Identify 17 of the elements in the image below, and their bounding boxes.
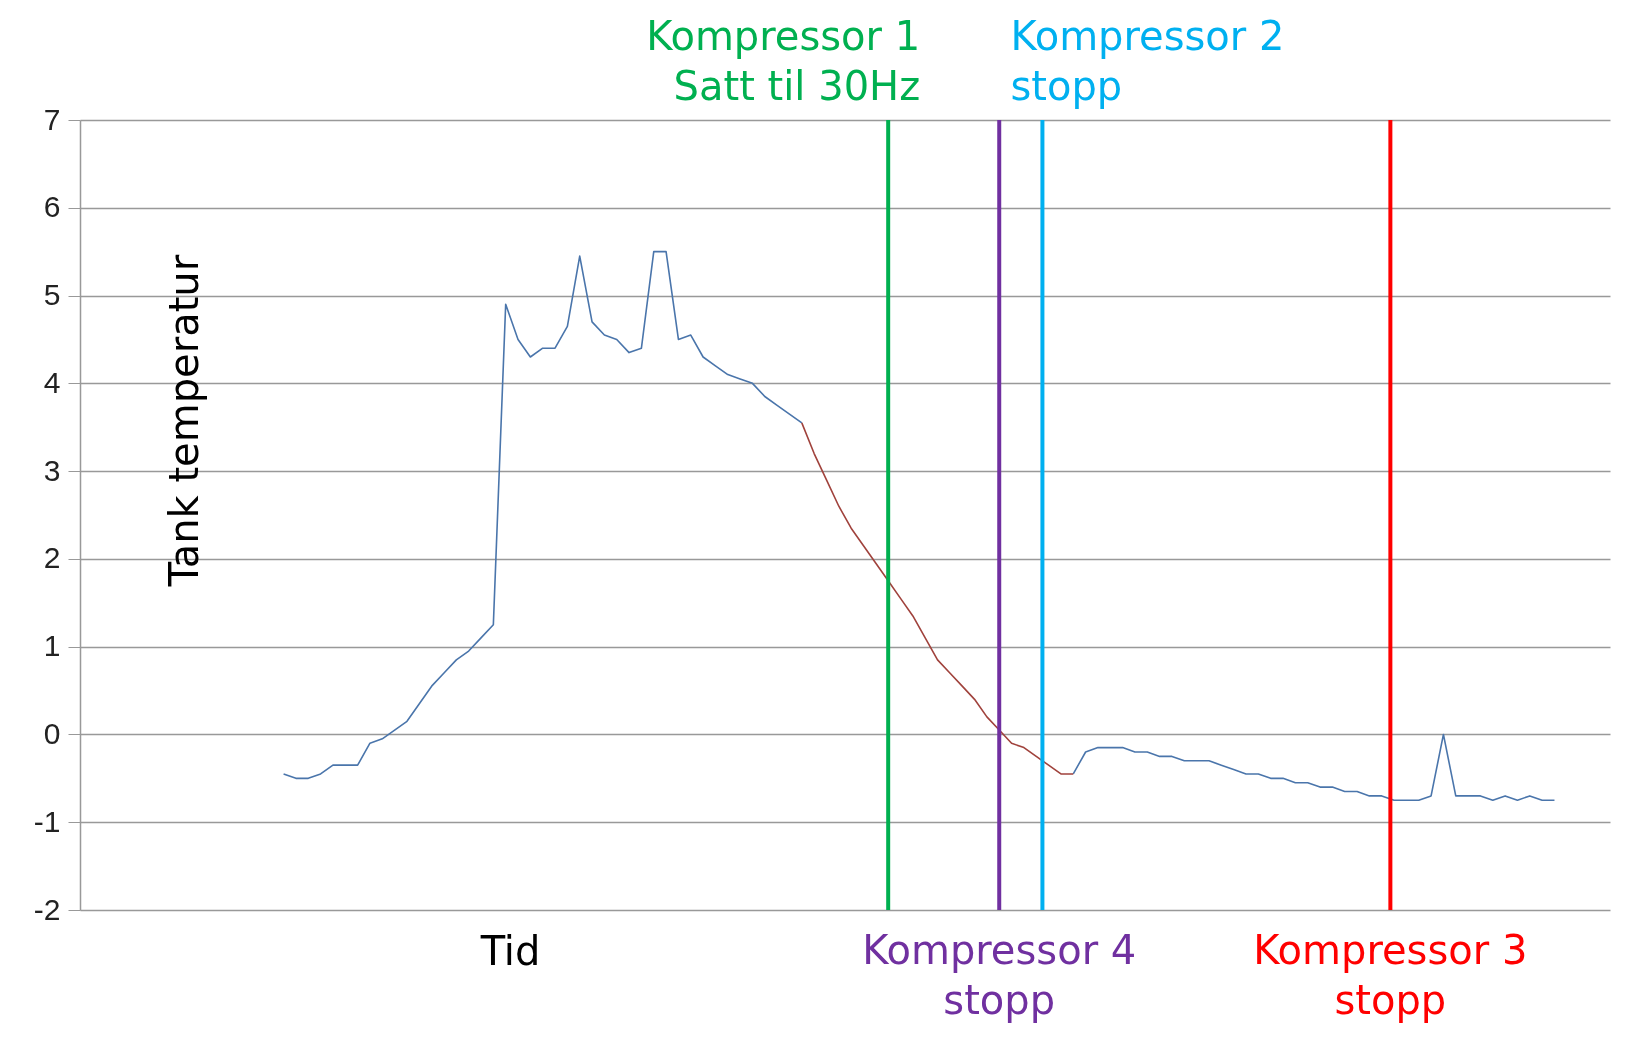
x-axis-title: Tid [479, 927, 541, 974]
y-tick-label: 2 [43, 541, 61, 575]
text: Kompressor 3 stopp [1253, 927, 1528, 1023]
y-tick-label: 5 [43, 278, 61, 312]
y-tick-label: 0 [43, 716, 61, 750]
text: Kompressor 2 stopp [1010, 13, 1285, 109]
y-tick-label: 7 [43, 102, 61, 136]
y-axis-title: Tank temperatur [160, 254, 207, 588]
text: Kompressor 4 stopp [862, 927, 1137, 1023]
y-tick-label: -2 [33, 892, 61, 926]
y-tick-label: 3 [43, 453, 61, 487]
y-tick-label: 1 [43, 629, 61, 663]
y-tick-label: 4 [43, 365, 61, 399]
y-tick-label: -1 [33, 804, 61, 838]
y-tick-label: 6 [43, 190, 61, 224]
text: Kompressor 1 Satt til 30Hz [646, 13, 921, 109]
line-series [801, 422, 1075, 775]
